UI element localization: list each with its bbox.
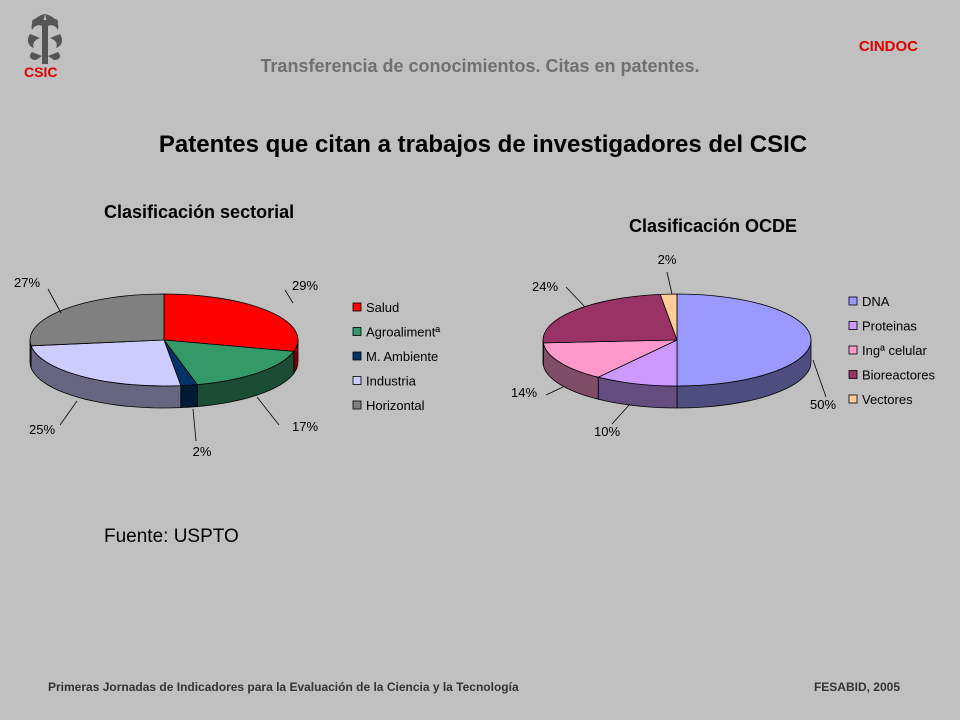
pie-chart-2: 50% 10% 14% 24% 2% DNA Proteinas Ingª celular Bi… — [511, 252, 935, 439]
pct-label: 2% — [658, 252, 677, 267]
pie-slice-ing-celular — [542, 339, 678, 378]
source-note: Fuente: USPTO — [104, 526, 239, 547]
leader-line — [59, 400, 78, 426]
legend-label: Bioreactores — [862, 368, 935, 383]
pie-slice-horizontal — [29, 293, 165, 347]
legend-swatch — [352, 400, 362, 410]
legend-label: Industria — [366, 374, 417, 389]
leader-line — [47, 288, 62, 314]
footer-left: Primeras Jornadas de Indicadores para la… — [48, 680, 519, 694]
pct-label: 2% — [193, 444, 212, 459]
legend-label: Horizontal — [366, 398, 425, 413]
leader-line — [284, 289, 294, 304]
footer-right: FESABID, 2005 — [813, 680, 900, 694]
pie-side-m-ambiente — [180, 384, 198, 409]
pct-label: 17% — [292, 419, 318, 434]
legend-swatch — [352, 327, 362, 336]
page-subtitle: Transferencia de conocimientos. Citas en… — [260, 56, 700, 76]
legend-label: Ingª celular — [862, 343, 927, 358]
pie-slice-vectores — [659, 293, 678, 341]
legend-swatch — [352, 376, 362, 385]
pie-slice-proteinas — [597, 339, 678, 387]
leader-line — [545, 386, 564, 396]
legend-label: Agroalimentª — [366, 325, 440, 340]
pie-chart-1: 29% 17% 2% 25% 27% Salud Agroalimentª M. Ambien… — [14, 275, 440, 459]
legend-label: Proteinas — [862, 319, 917, 334]
legend-swatch — [848, 321, 858, 330]
legend-label: Vectores — [862, 392, 913, 407]
leader-line — [192, 408, 197, 442]
pie-slice-dna — [676, 293, 812, 387]
pie-slice-bioreactores — [542, 293, 678, 344]
chart2-title: Clasificación OCDE — [629, 216, 798, 236]
pct-label: 14% — [511, 385, 537, 400]
legend-swatch — [848, 345, 858, 355]
leader-line — [611, 403, 631, 425]
org-name: CINDOC — [858, 38, 918, 55]
chart-legend: DNA Proteinas Ingª celular Bioreactores Vect… — [848, 294, 935, 407]
pie-sides — [542, 339, 812, 409]
chart1-title: Clasificación sectorial — [104, 202, 295, 222]
legend-swatch — [352, 351, 362, 361]
legend-label: DNA — [862, 294, 890, 309]
leader-line — [812, 359, 827, 398]
pie-slice-agroaliment- — [163, 339, 295, 386]
leader-line — [565, 286, 586, 308]
csic-logo-icon — [27, 14, 63, 64]
pct-label: 50% — [810, 397, 836, 412]
pct-label: 24% — [532, 279, 558, 294]
legend-swatch — [352, 302, 362, 312]
leader-line — [256, 396, 280, 426]
chart-legend: Salud Agroalimentª M. Ambiente Industria Hor… — [352, 300, 440, 413]
pie-sides — [29, 339, 299, 409]
pie-slice-industria — [30, 339, 182, 387]
legend-swatch — [848, 370, 858, 379]
legend-label: M. Ambiente — [366, 349, 438, 364]
pct-label: 10% — [594, 424, 620, 439]
pie-slice-salud — [163, 293, 299, 352]
legend-label: Salud — [366, 300, 399, 315]
page-title: Patentes que citan a trabajos de investi… — [158, 131, 808, 158]
leader-line — [666, 271, 673, 295]
legend-swatch — [848, 296, 858, 306]
pct-label: 29% — [292, 278, 318, 293]
pct-label: 27% — [14, 275, 40, 290]
logo-text: CSIC — [24, 64, 58, 80]
pct-label: 25% — [29, 422, 55, 437]
legend-swatch — [848, 394, 858, 404]
